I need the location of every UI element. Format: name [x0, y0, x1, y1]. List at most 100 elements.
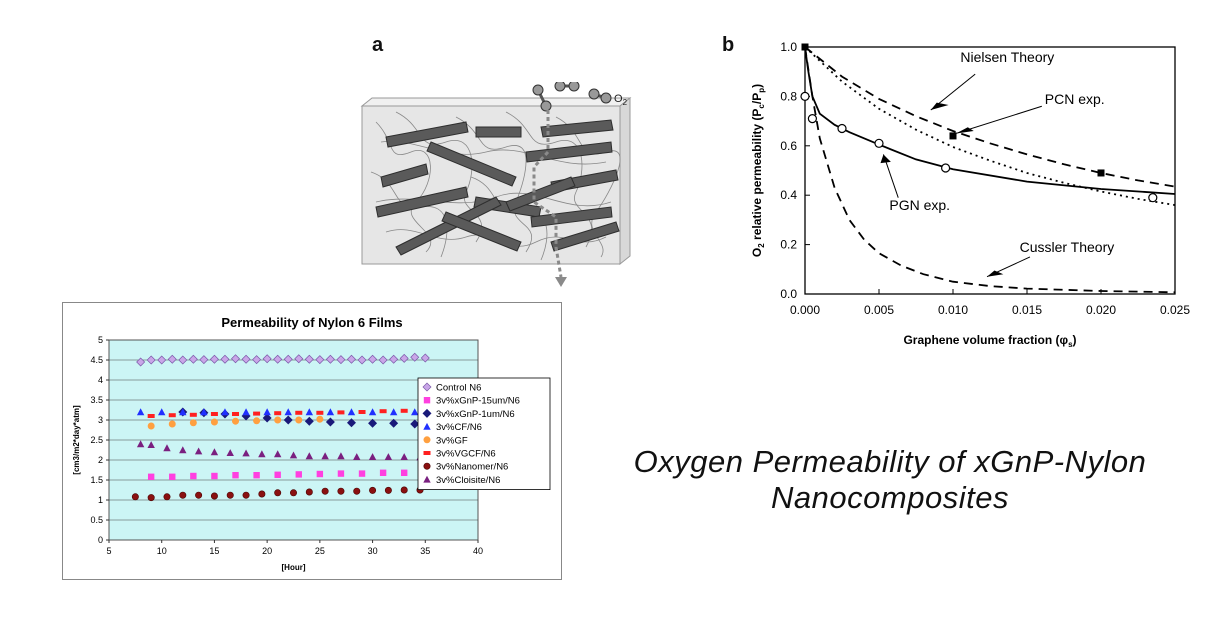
- data-point: [199, 355, 209, 365]
- series-line: [804, 46, 1176, 206]
- x-tick-label: 20: [262, 546, 272, 556]
- data-point-open: [941, 163, 951, 173]
- data-point: [384, 486, 392, 494]
- nanocomposite-schematic: O2: [360, 82, 632, 287]
- y-axis-label: [cm3/m2*day*atm]: [72, 405, 81, 475]
- data-point: [262, 413, 272, 423]
- data-point: [305, 452, 314, 460]
- annotation-cussler: Cussler Theory: [1020, 239, 1115, 255]
- annotation-cussler-arrowhead: [987, 270, 1004, 277]
- data-point: [316, 415, 324, 423]
- data-point: [241, 354, 251, 364]
- y-axis-label-lead-sub: 2: [757, 243, 766, 248]
- data-point: [147, 414, 155, 418]
- data-point: [167, 354, 177, 364]
- data-point: [295, 416, 303, 424]
- legend-marker: [423, 422, 431, 430]
- x-axis-label: Graphene volume fraction (φs): [903, 333, 1076, 349]
- o2-subscript: 2: [623, 98, 628, 107]
- data-point: [337, 470, 345, 477]
- data-point: [316, 410, 324, 415]
- x-axis-label-text: Graphene volume fraction (φ: [903, 333, 1068, 347]
- data-point: [325, 354, 335, 364]
- x-axis-label: [Hour]: [282, 563, 306, 572]
- data-point: [290, 489, 298, 497]
- data-point: [195, 491, 203, 499]
- y-tick-label: 0.8: [780, 89, 797, 103]
- data-point: [220, 354, 230, 364]
- x-tick-label: 0.005: [864, 303, 894, 317]
- data-point: [368, 418, 378, 428]
- legend-marker: [423, 475, 431, 483]
- data-point: [389, 354, 399, 364]
- data-point: [368, 453, 377, 460]
- plot-frame: [804, 46, 1176, 295]
- y-axis-label-sub2: p: [757, 88, 766, 93]
- data-point: [400, 486, 408, 494]
- data-point: [131, 493, 139, 501]
- data-point: [295, 471, 302, 478]
- data-point-filled: [801, 43, 809, 51]
- data-point: [136, 440, 145, 448]
- data-point: [273, 450, 282, 458]
- data-point: [200, 408, 208, 416]
- data-point: [232, 412, 240, 416]
- data-point: [210, 418, 218, 426]
- y-tick-label: 1.0: [780, 40, 797, 54]
- diffusion-arrowhead: [555, 277, 567, 287]
- data-point: [378, 355, 388, 365]
- data-point: [410, 352, 420, 362]
- y-axis-label-sub1: c: [757, 104, 766, 109]
- data-point: [274, 411, 282, 416]
- data-point: [358, 470, 366, 477]
- x-tick-label: 5: [106, 546, 111, 556]
- data-point: [353, 453, 361, 460]
- slide-title-line2: Nanocomposites: [771, 480, 1009, 515]
- y-tick-label: 0: [98, 535, 103, 545]
- series-line: [804, 46, 1176, 188]
- x-tick-label: 10: [157, 546, 167, 556]
- annotation-pcn-arrowhead: [955, 127, 974, 134]
- data-point: [258, 450, 266, 458]
- graphene-platelets: [375, 119, 620, 256]
- data-point: [210, 492, 218, 500]
- y-tick-label: 0.6: [780, 139, 797, 153]
- x-tick-label: 0.010: [938, 303, 968, 317]
- data-point: [379, 409, 387, 414]
- annotation-nielsen-arrowhead: [930, 102, 949, 110]
- legend-label: 3v%CF/N6: [436, 422, 482, 433]
- x-tick-label: 35: [420, 546, 430, 556]
- data-point: [274, 416, 282, 424]
- x-tick-label: 0.020: [1086, 303, 1116, 317]
- data-point: [353, 487, 361, 495]
- data-point: [346, 418, 356, 428]
- data-point-open: [874, 138, 884, 148]
- data-point: [179, 408, 187, 416]
- legend-marker: [423, 397, 431, 404]
- data-point: [357, 355, 367, 365]
- data-point: [368, 354, 378, 364]
- diffusion-path: [532, 110, 563, 278]
- x-tick-label: 15: [209, 546, 219, 556]
- data-point: [411, 408, 419, 416]
- legend-label: 3v%xGnP-15um/N6: [436, 396, 520, 407]
- x-axis-label-tail: ): [1073, 333, 1077, 347]
- data-point: [253, 417, 261, 425]
- series-line: [804, 46, 1176, 195]
- y-tick-label: 0.4: [780, 188, 797, 202]
- annotation-pcn: PCN exp.: [1045, 91, 1105, 107]
- annotation-pgn-arrowhead: [880, 154, 891, 164]
- legend-label: 3v%Nanomer/N6: [436, 462, 508, 473]
- data-point: [242, 408, 250, 416]
- data-point: [253, 411, 261, 416]
- data-point: [273, 354, 283, 364]
- data-point: [399, 353, 409, 363]
- y-tick-label: 0.2: [780, 238, 797, 252]
- data-point: [347, 408, 356, 416]
- data-point: [304, 354, 314, 364]
- data-point: [358, 410, 366, 414]
- legend-label: 3v%xGnP-1um/N6: [436, 409, 515, 420]
- data-point: [136, 408, 145, 416]
- data-point: [316, 470, 324, 478]
- y-tick-label: 3: [98, 415, 103, 425]
